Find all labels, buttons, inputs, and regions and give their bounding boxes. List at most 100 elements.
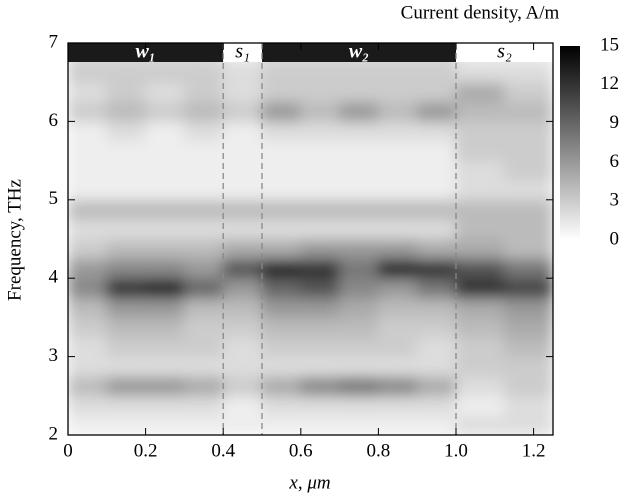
heat-cell xyxy=(222,297,263,318)
x-tick-label: 0.8 xyxy=(367,440,391,461)
heat-cell xyxy=(504,120,553,142)
heat-cell xyxy=(455,62,505,83)
heat-cell xyxy=(455,356,505,377)
heat-cell xyxy=(106,160,147,181)
heat-cell xyxy=(68,140,108,162)
heat-cell xyxy=(145,297,185,318)
heat-cell xyxy=(183,277,224,299)
heat-cell xyxy=(183,199,224,220)
heat-cell xyxy=(416,277,457,299)
colorbar-tick-label: 6 xyxy=(610,151,620,172)
heat-cell xyxy=(504,375,553,397)
heat-cell xyxy=(300,199,341,220)
heat-cell xyxy=(222,356,263,377)
region-bar xyxy=(262,43,456,62)
x-tick-label: 0.6 xyxy=(289,440,313,461)
heat-cell xyxy=(261,395,302,416)
heat-cell xyxy=(68,179,108,201)
heat-cell xyxy=(504,62,553,83)
heat-cell xyxy=(339,297,379,318)
heat-cell xyxy=(106,316,147,338)
heat-cell xyxy=(145,375,185,397)
heat-cell xyxy=(183,179,224,201)
heat-cell xyxy=(145,199,185,220)
heat-cell xyxy=(222,81,263,103)
heat-cell xyxy=(504,356,553,377)
region-label: s₁ xyxy=(235,41,250,63)
heat-cell xyxy=(300,336,341,358)
heat-cell xyxy=(222,140,263,162)
heat-cell xyxy=(455,160,505,181)
heat-cell xyxy=(261,414,302,435)
heat-cell xyxy=(339,140,379,162)
colorbar-tick-label: 9 xyxy=(610,112,620,133)
heat-cell xyxy=(145,218,185,240)
heat-cell xyxy=(339,395,379,416)
y-tick-label: 6 xyxy=(49,110,59,131)
heat-cell xyxy=(455,179,505,201)
heat-cell xyxy=(222,238,263,260)
heat-cell xyxy=(455,258,505,279)
heat-cell xyxy=(300,297,341,318)
heat-cell xyxy=(68,199,108,220)
heat-cell xyxy=(416,101,457,122)
heat-cell xyxy=(416,218,457,240)
heat-cell xyxy=(261,356,302,377)
heat-cell xyxy=(300,120,341,142)
heat-cell xyxy=(455,199,505,220)
heat-cell xyxy=(455,277,505,299)
heat-cell xyxy=(300,277,341,299)
heat-cell xyxy=(261,160,302,181)
heat-cell xyxy=(339,120,379,142)
heat-cell xyxy=(339,101,379,122)
heat-cell xyxy=(300,62,341,83)
heat-cell xyxy=(68,258,108,279)
heat-cell xyxy=(222,101,263,122)
heat-cell xyxy=(222,395,263,416)
heat-cell xyxy=(261,316,302,338)
heat-cell xyxy=(300,179,341,201)
heat-cell xyxy=(504,101,553,122)
heat-cell xyxy=(183,218,224,240)
heat-cell xyxy=(261,62,302,83)
heat-cell xyxy=(339,218,379,240)
heat-cell xyxy=(222,336,263,358)
heat-cell xyxy=(455,218,505,240)
heat-cell xyxy=(339,238,379,260)
colorbar-tick-label: 12 xyxy=(600,73,619,94)
y-tick-label: 2 xyxy=(49,423,59,444)
heat-cell xyxy=(145,395,185,416)
heat-cell xyxy=(261,238,302,260)
y-tick-label: 7 xyxy=(49,31,59,52)
heat-cell xyxy=(377,218,418,240)
heat-cell xyxy=(261,81,302,103)
x-axis-label: x, μm xyxy=(288,472,330,493)
heat-cell xyxy=(504,395,553,416)
heat-cell xyxy=(261,375,302,397)
heat-cell xyxy=(68,218,108,240)
heat-cell xyxy=(261,277,302,299)
heat-cell xyxy=(377,160,418,181)
heat-cell xyxy=(377,336,418,358)
heat-cell xyxy=(106,140,147,162)
colorbar-tick-label: 0 xyxy=(610,228,620,249)
heat-cell xyxy=(145,356,185,377)
heat-cell xyxy=(261,218,302,240)
heat-cell xyxy=(377,414,418,435)
heat-cell xyxy=(145,81,185,103)
heat-cell xyxy=(416,238,457,260)
heat-cell xyxy=(504,238,553,260)
heatmap-cells xyxy=(68,43,553,435)
heat-cell xyxy=(222,277,263,299)
heat-cell xyxy=(300,160,341,181)
heat-cell xyxy=(455,101,505,122)
heat-cell xyxy=(68,81,108,103)
heat-cell xyxy=(504,316,553,338)
heat-cell xyxy=(377,316,418,338)
heat-cell xyxy=(222,120,263,142)
heat-cell xyxy=(106,258,147,279)
heat-cell xyxy=(183,356,224,377)
heat-cell xyxy=(455,238,505,260)
region-label: w₂ xyxy=(349,41,369,63)
